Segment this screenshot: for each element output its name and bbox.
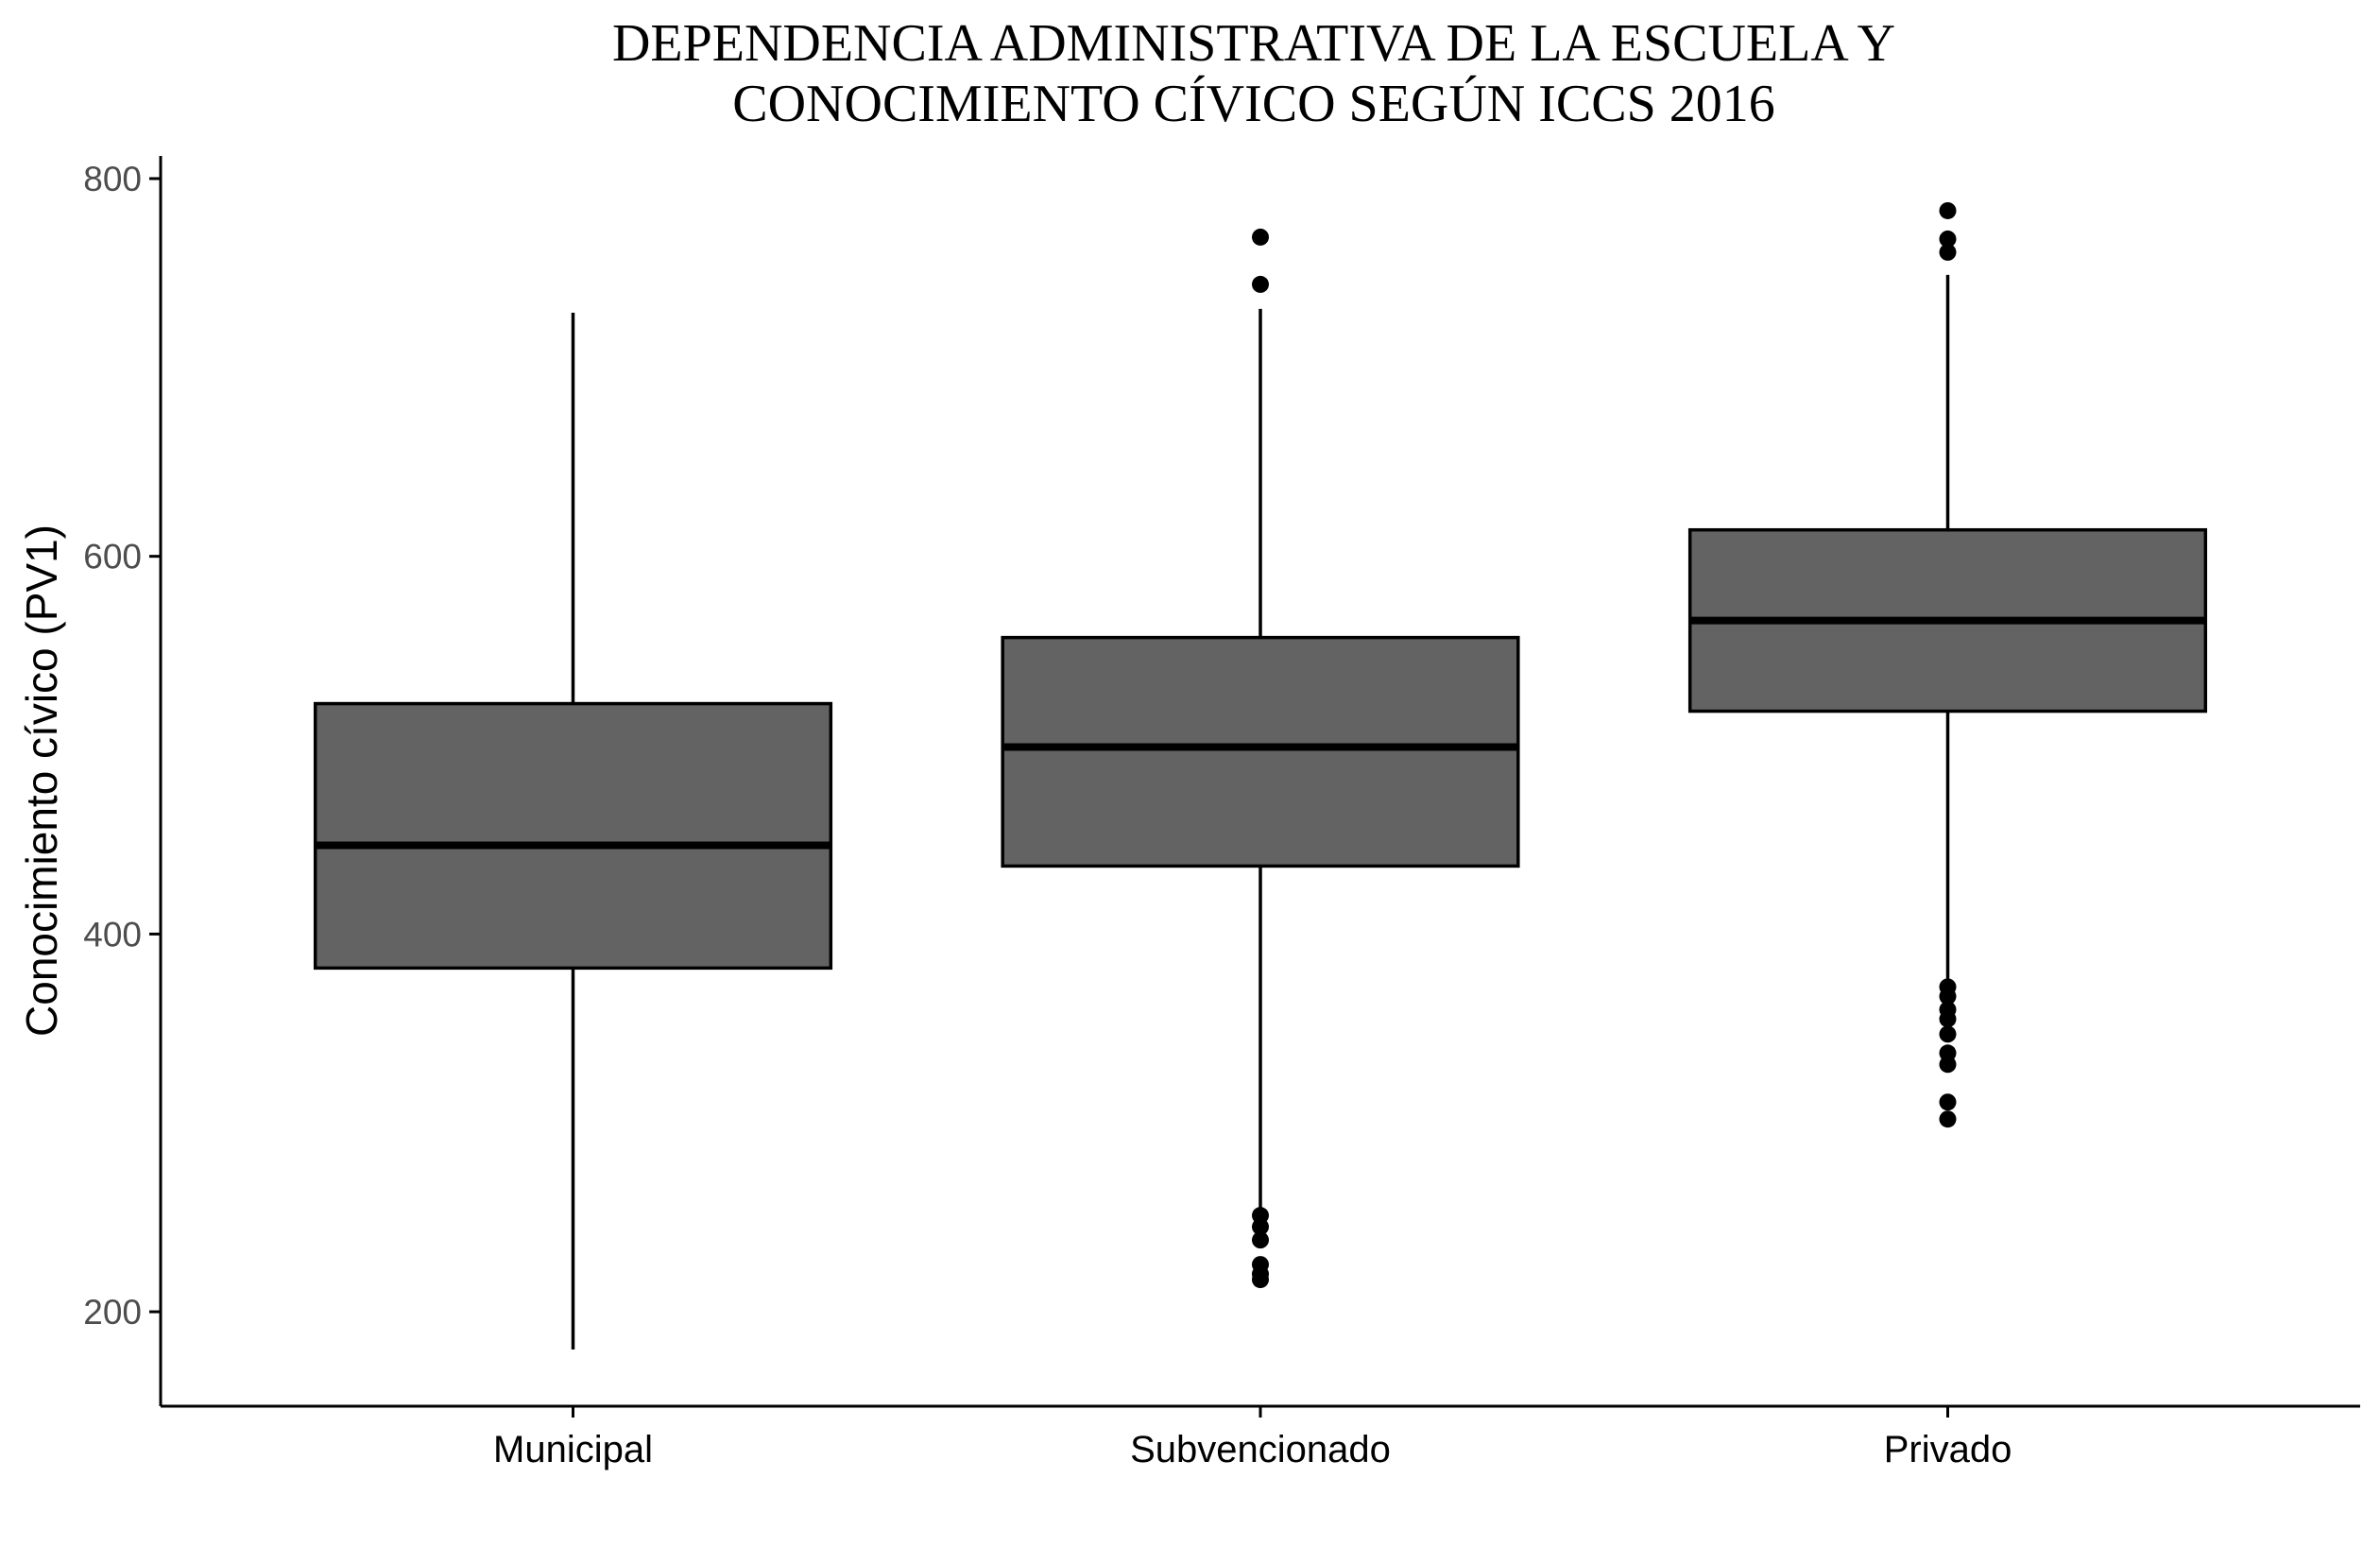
outlier-point xyxy=(1939,988,1957,1006)
outlier-point xyxy=(1252,228,1269,246)
outlier-point xyxy=(1939,230,1957,248)
chart-title-line-1: DEPENDENCIA ADMINISTRATIVA DE LA ESCUELA… xyxy=(612,14,1895,73)
y-tick-label: 600 xyxy=(83,538,142,576)
box-group-municipal xyxy=(313,312,833,1350)
y-tick-label: 400 xyxy=(83,915,142,954)
outlier-point xyxy=(1939,201,1957,219)
y-axis-ticks: 200 400 600 800 xyxy=(83,160,161,1332)
y-tick-label: 200 xyxy=(83,1293,142,1332)
box-group-privado xyxy=(1687,201,2208,1128)
y-axis-title: Conocimiento cívico (PV1) xyxy=(17,524,66,1037)
outlier-point xyxy=(1939,1056,1957,1074)
outlier-point xyxy=(1939,243,1957,261)
outlier-point xyxy=(1939,1025,1957,1043)
y-tick-label: 800 xyxy=(83,160,142,198)
outlier-point xyxy=(1252,1271,1269,1289)
plot-area xyxy=(313,201,2208,1350)
outlier-point xyxy=(1939,1093,1957,1111)
outlier-point xyxy=(1939,1110,1957,1128)
box-group-subvencionado xyxy=(1001,228,1520,1289)
iqr-box xyxy=(313,701,833,971)
x-tick-label: Privado xyxy=(1884,1429,2012,1470)
x-tick-label: Subvencionado xyxy=(1130,1429,1391,1470)
chart-title-line-2: CONOCIMIENTO CÍVICO SEGÚN ICCS 2016 xyxy=(732,74,1774,133)
iqr-box xyxy=(1001,635,1520,868)
outlier-point xyxy=(1252,275,1269,293)
outlier-point xyxy=(1252,1231,1269,1249)
x-axis-ticks: Municipal Subvencionado Privado xyxy=(493,1406,2012,1470)
outlier-point xyxy=(1252,1218,1269,1236)
x-tick-label: Municipal xyxy=(493,1429,653,1470)
outlier-point xyxy=(1939,1010,1957,1028)
